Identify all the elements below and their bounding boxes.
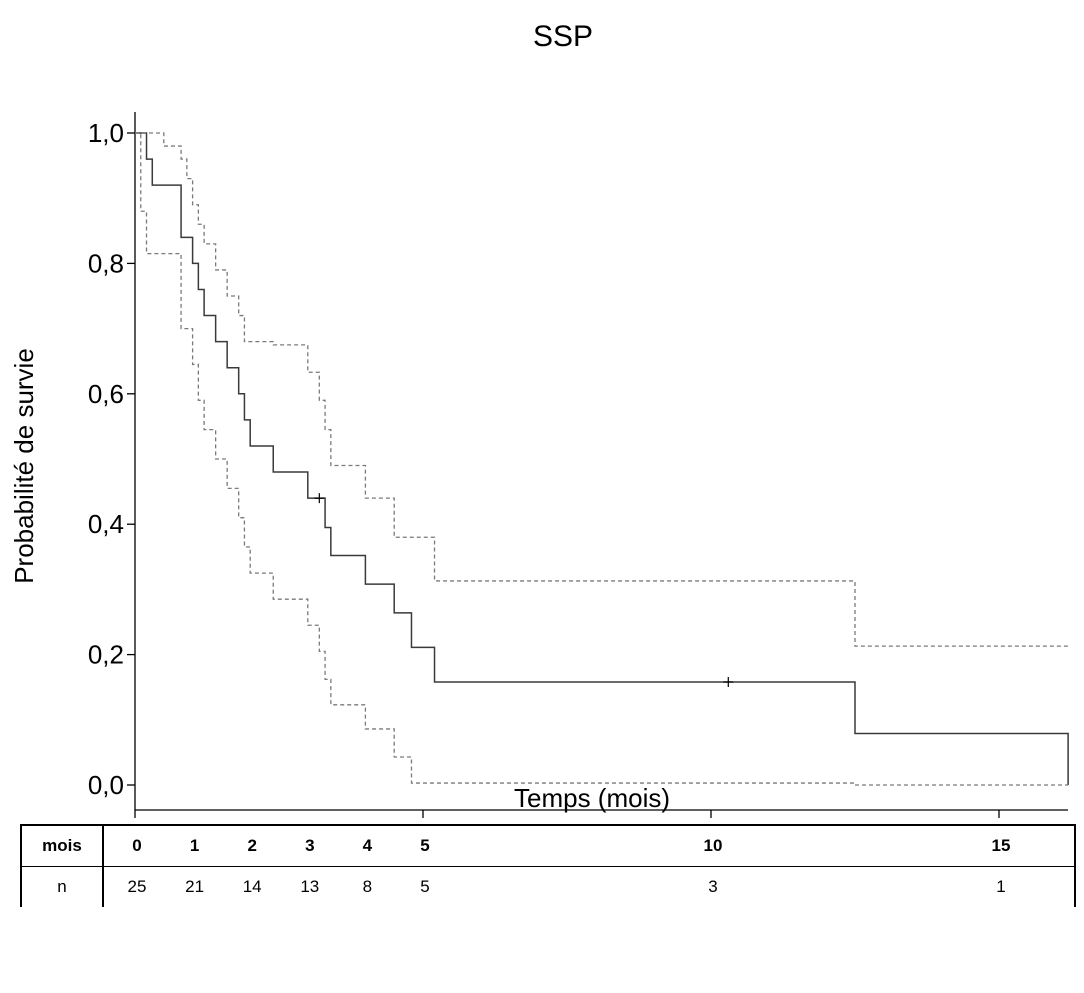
table-cell: 25 bbox=[127, 877, 147, 896]
table-cell: 8 bbox=[362, 877, 373, 896]
table-cell: 1 bbox=[996, 877, 1006, 896]
table-row-label: n bbox=[20, 866, 104, 907]
table-header-value: 10 bbox=[703, 836, 723, 855]
y-tick-label: 0,0 bbox=[88, 770, 124, 800]
table-cell: 5 bbox=[420, 877, 430, 896]
table-header-value: 0 bbox=[132, 836, 142, 855]
table-header-value: 3 bbox=[305, 836, 315, 855]
series-group bbox=[135, 132, 1069, 786]
table-cell: 21 bbox=[185, 877, 205, 896]
survival-chart: SSP 0,00,20,40,60,81,0051015 Temps (mois… bbox=[9, 20, 1069, 818]
table-header-values: 0 1 2 3 4 5 10 15 bbox=[103, 824, 1076, 867]
table-header-value: 15 bbox=[991, 836, 1011, 855]
chart-title: SSP bbox=[533, 20, 593, 53]
table-row-values: 25 21 14 13 8 5 3 1 bbox=[103, 866, 1076, 907]
at-risk-table: mois 0 1 2 3 4 5 10 15 n 25 21 14 13 8 5 3 1 bbox=[20, 824, 1076, 907]
confidence-band-line bbox=[135, 132, 1069, 647]
table-header-row: mois 0 1 2 3 4 5 10 15 bbox=[20, 824, 1076, 867]
table-row: n 25 21 14 13 8 5 3 1 bbox=[20, 866, 1076, 907]
table-header-value: 5 bbox=[420, 836, 430, 855]
table-cell: 3 bbox=[708, 877, 718, 896]
y-tick-label: 1,0 bbox=[88, 118, 124, 148]
y-tick-label: 0,8 bbox=[88, 248, 124, 278]
y-tick-label: 0,2 bbox=[88, 640, 124, 670]
y-tick-label: 0,4 bbox=[88, 509, 124, 539]
censor-mark bbox=[723, 676, 734, 687]
confidence-band-line bbox=[135, 132, 1069, 786]
table-header-value: 2 bbox=[247, 836, 257, 855]
censor-mark bbox=[314, 493, 325, 504]
y-axis-label: Probabilité de survie bbox=[9, 348, 39, 584]
y-tick-label: 0,6 bbox=[88, 379, 124, 409]
table-header-value: 4 bbox=[362, 836, 373, 855]
table-header-label: mois bbox=[20, 824, 104, 867]
table-cell: 13 bbox=[300, 877, 320, 896]
table-header-value: 1 bbox=[189, 836, 200, 855]
table-cell: 14 bbox=[242, 877, 262, 896]
survival-curve-line bbox=[135, 132, 1069, 785]
axes: 0,00,20,40,60,81,0051015 bbox=[88, 112, 1068, 818]
x-axis-label: Temps (mois) bbox=[514, 783, 670, 813]
